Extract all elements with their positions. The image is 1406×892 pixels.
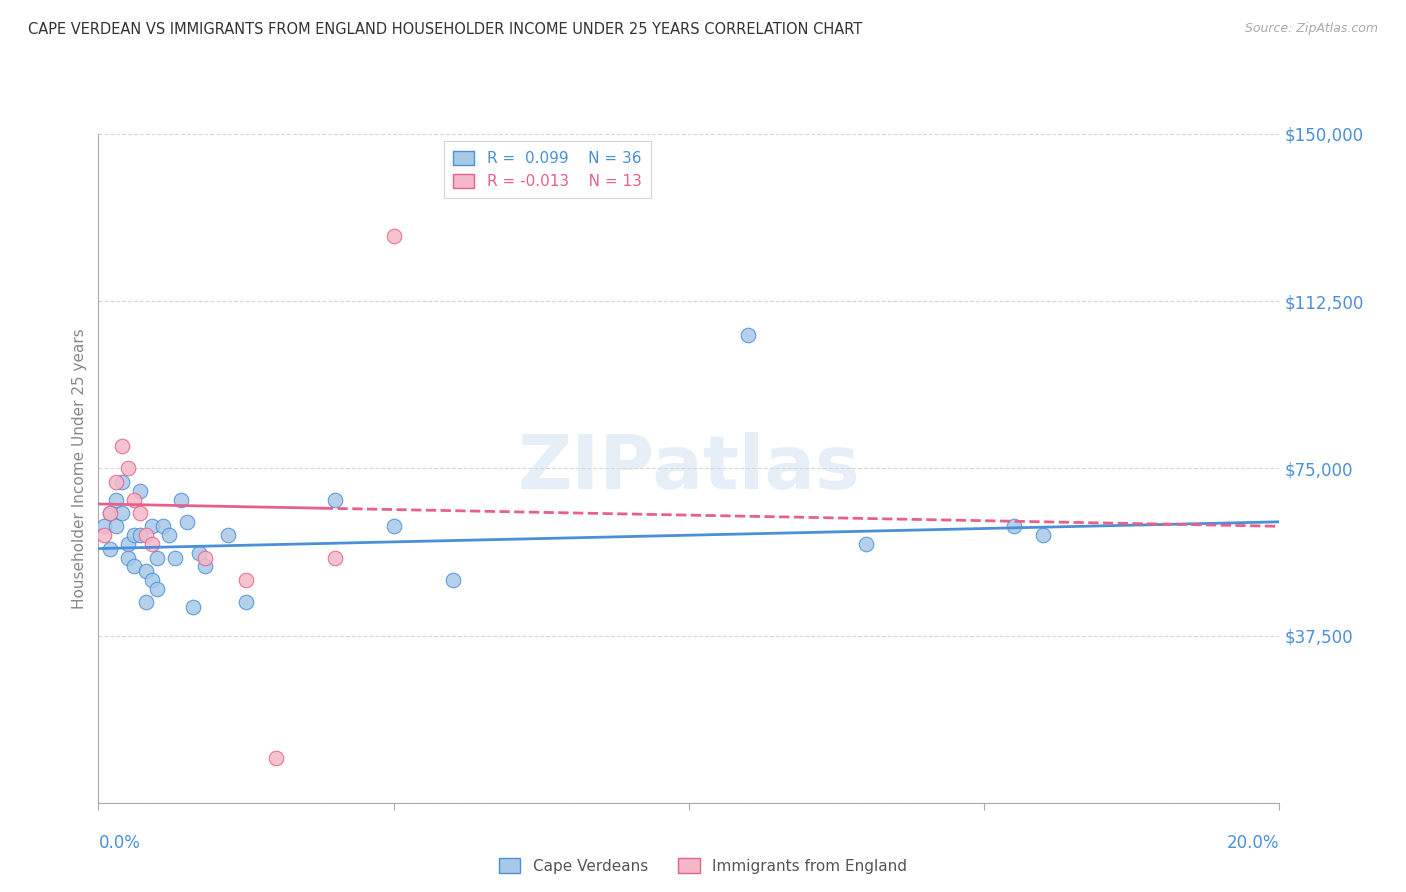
Immigrants from England [323, 550, 346, 565]
Immigrants from England [93, 528, 115, 542]
Cape Verdeans [135, 564, 157, 578]
Cape Verdeans [170, 492, 193, 507]
Cape Verdeans [176, 515, 198, 529]
Text: CAPE VERDEAN VS IMMIGRANTS FROM ENGLAND HOUSEHOLDER INCOME UNDER 25 YEARS CORREL: CAPE VERDEAN VS IMMIGRANTS FROM ENGLAND … [28, 22, 862, 37]
Cape Verdeans [737, 327, 759, 342]
Cape Verdeans [98, 506, 121, 520]
Cape Verdeans [441, 573, 464, 587]
Cape Verdeans [122, 528, 145, 542]
Text: 0.0%: 0.0% [98, 834, 141, 852]
Cape Verdeans [1002, 519, 1025, 533]
Immigrants from England [111, 439, 134, 453]
Text: Source: ZipAtlas.com: Source: ZipAtlas.com [1244, 22, 1378, 36]
Cape Verdeans [146, 550, 169, 565]
Cape Verdeans [194, 559, 217, 574]
Cape Verdeans [93, 519, 115, 533]
Cape Verdeans [98, 541, 121, 556]
Cape Verdeans [152, 519, 174, 533]
Cape Verdeans [187, 546, 209, 560]
Cape Verdeans [382, 519, 405, 533]
Immigrants from England [141, 537, 163, 551]
Cape Verdeans [141, 519, 163, 533]
Cape Verdeans [855, 537, 877, 551]
Cape Verdeans [117, 537, 139, 551]
Cape Verdeans [105, 492, 128, 507]
Cape Verdeans [165, 550, 187, 565]
Text: 20.0%: 20.0% [1227, 834, 1279, 852]
Cape Verdeans [146, 582, 169, 596]
Cape Verdeans [235, 595, 257, 609]
Cape Verdeans [128, 483, 150, 498]
Immigrants from England [235, 573, 257, 587]
Cape Verdeans [117, 550, 139, 565]
Cape Verdeans [111, 506, 134, 520]
Point [264, 751, 287, 765]
Immigrants from England [194, 550, 217, 565]
Cape Verdeans [111, 475, 134, 489]
Immigrants from England [135, 528, 157, 542]
Immigrants from England [98, 506, 121, 520]
Legend: Cape Verdeans, Immigrants from England: Cape Verdeans, Immigrants from England [494, 852, 912, 880]
Immigrants from England [117, 461, 139, 475]
Cape Verdeans [217, 528, 239, 542]
Immigrants from England [382, 229, 405, 244]
Cape Verdeans [128, 528, 150, 542]
Cape Verdeans [181, 599, 204, 614]
Y-axis label: Householder Income Under 25 years: Householder Income Under 25 years [72, 328, 87, 608]
Cape Verdeans [122, 559, 145, 574]
Cape Verdeans [157, 528, 180, 542]
Cape Verdeans [323, 492, 346, 507]
Immigrants from England [105, 475, 128, 489]
Cape Verdeans [1032, 528, 1054, 542]
Text: ZIPatlas: ZIPatlas [517, 432, 860, 505]
Cape Verdeans [141, 573, 163, 587]
Cape Verdeans [105, 519, 128, 533]
Cape Verdeans [135, 595, 157, 609]
Immigrants from England [128, 506, 150, 520]
Legend: R =  0.099    N = 36, R = -0.013    N = 13: R = 0.099 N = 36, R = -0.013 N = 13 [444, 142, 651, 198]
Immigrants from England [122, 492, 145, 507]
